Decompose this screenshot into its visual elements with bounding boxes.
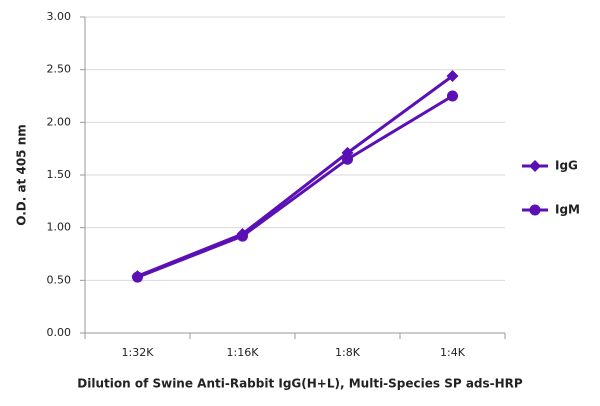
y-tick-label: 3.00	[47, 10, 72, 23]
y-tick-label: 2.50	[47, 63, 72, 76]
y-axis-label: O.D. at 405 nm	[15, 124, 29, 225]
marker-diamond	[446, 69, 459, 82]
y-tick-label: 0.50	[47, 273, 72, 286]
marker-circle	[132, 271, 143, 283]
marker-circle	[237, 230, 248, 242]
x-tick-label: 1:4K	[440, 346, 466, 359]
legend-label: IgM	[555, 203, 580, 217]
marker-circle	[342, 153, 353, 165]
y-tick-label: 1.50	[47, 168, 72, 181]
legend-label: IgG	[555, 159, 578, 173]
y-tick-label: 2.00	[47, 115, 72, 128]
legend-marker	[529, 204, 541, 216]
series-line	[136, 94, 454, 279]
x-tick-label: 1:8K	[335, 346, 361, 359]
marker-circle	[447, 90, 458, 102]
x-tick-label: 1:32K	[122, 346, 155, 359]
legend-marker	[529, 160, 541, 172]
y-tick-label: 1.00	[47, 221, 72, 234]
x-axis-label: Dilution of Swine Anti-Rabbit IgG(H+L), …	[77, 377, 523, 391]
x-tick-label: 1:16K	[227, 346, 260, 359]
y-tick-label: 0.00	[47, 326, 72, 339]
